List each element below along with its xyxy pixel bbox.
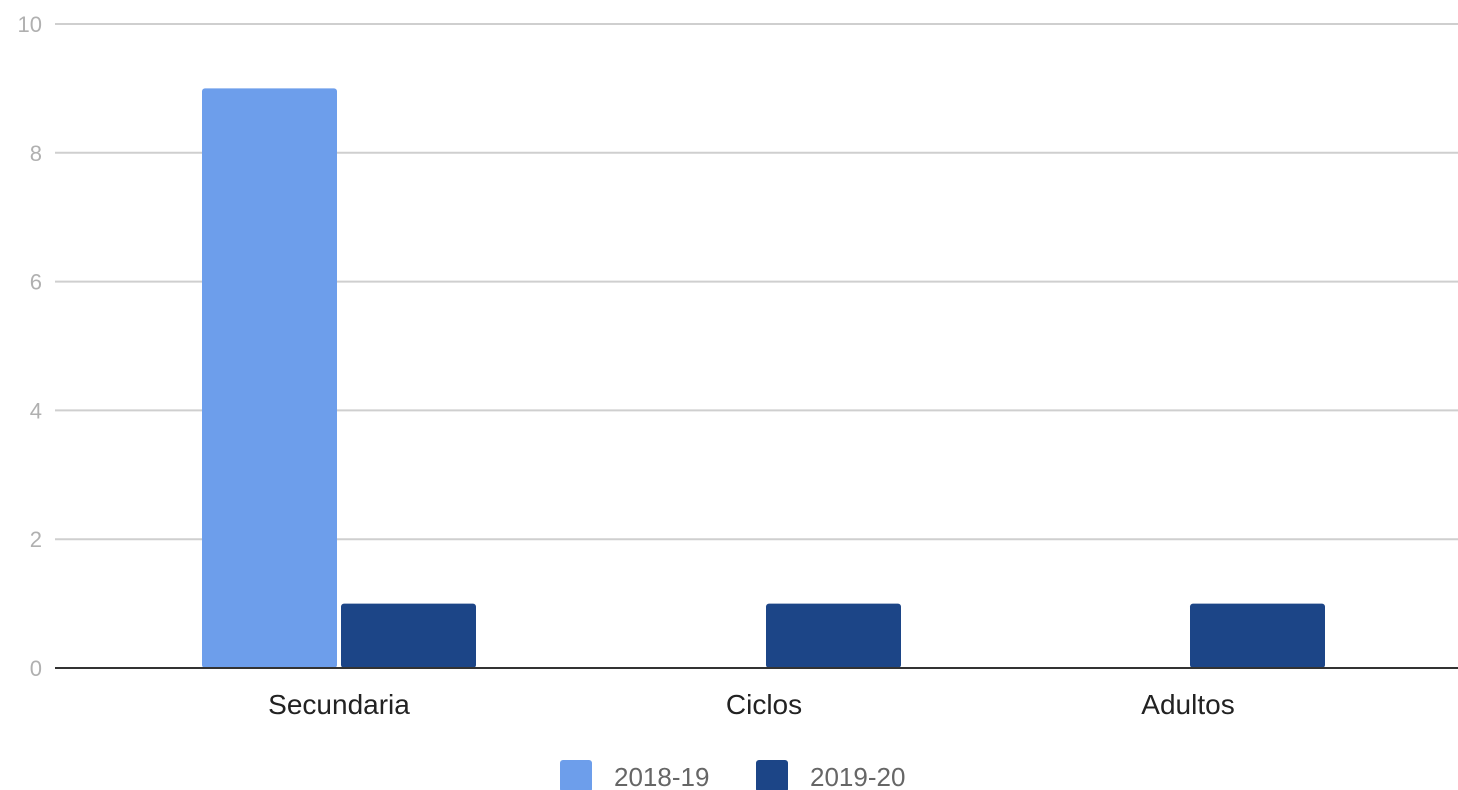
y-axis-ticks: 0 2 4 6 8 10 (18, 12, 42, 681)
legend: 2018-19 2019-20 (560, 760, 905, 790)
x-tick-label: Adultos (1141, 689, 1234, 720)
bar-2019-20-Secundaria (341, 603, 476, 668)
bar-2019-20-Ciclos (766, 603, 901, 668)
x-axis-ticks: Secundaria Ciclos Adultos (268, 689, 1235, 720)
y-tick-label: 8 (30, 141, 42, 166)
x-tick-label: Secundaria (268, 689, 410, 720)
y-tick-label: 0 (30, 656, 42, 681)
legend-label: 2018-19 (614, 762, 709, 790)
y-tick-label: 4 (30, 398, 42, 423)
bar-2018-19-Secundaria (202, 88, 337, 668)
bar-2019-20-Adultos (1190, 603, 1325, 668)
y-tick-label: 10 (18, 12, 42, 37)
legend-label: 2019-20 (810, 762, 905, 790)
bars (202, 88, 1325, 668)
legend-swatch (560, 760, 592, 790)
y-tick-label: 6 (30, 270, 42, 295)
x-tick-label: Ciclos (726, 689, 802, 720)
legend-swatch (756, 760, 788, 790)
y-tick-label: 2 (30, 527, 42, 552)
